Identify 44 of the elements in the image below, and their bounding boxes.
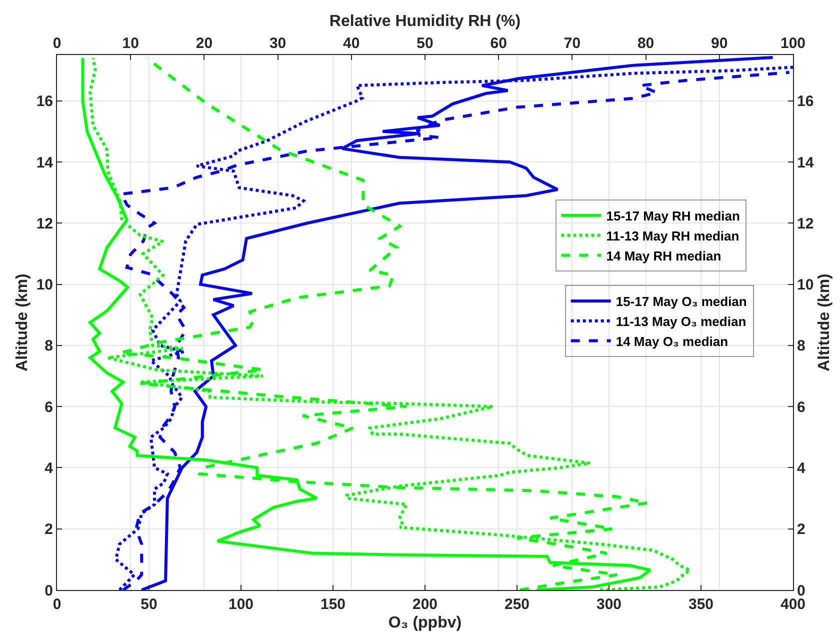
y-tick-label: 12 — [36, 215, 53, 232]
x2-tick-label: 40 — [343, 35, 360, 52]
x2-tick-label: 10 — [122, 35, 139, 52]
legend-label: 11-13 May O₃ median — [616, 314, 746, 329]
legend-label: 14 May RH median — [606, 248, 722, 264]
y-axis-title: Altitude (km) — [14, 274, 32, 372]
y-tick-label: 2 — [44, 521, 53, 538]
x2-tick-label: 100 — [780, 35, 806, 52]
y-tick-label: 14 — [36, 154, 54, 172]
y2-tick-label: 14 — [797, 154, 814, 172]
x-tick-label: 50 — [140, 596, 158, 613]
legend-label: 11-13 May RH median — [606, 228, 740, 244]
legend-label: 15-17 May O₃ median — [616, 294, 747, 310]
y2-tick-label: 6 — [797, 398, 806, 416]
x-tick-label: 100 — [228, 596, 254, 613]
y2-tick-label: 12 — [797, 215, 814, 232]
y-tick-label: 10 — [36, 276, 53, 294]
y2-tick-label: 8 — [797, 338, 806, 355]
y-tick-label: 4 — [44, 460, 54, 477]
y-tick-label: 6 — [44, 398, 53, 416]
x2-tick-label: 30 — [269, 35, 286, 52]
y2-axis-title: Altitude (km) — [816, 274, 834, 372]
y-tick-label: 0 — [44, 582, 53, 600]
x-tick-label: 250 — [504, 596, 530, 613]
y2-tick-label: 10 — [797, 276, 814, 294]
y2-tick-label: 4 — [797, 460, 806, 477]
x-tick-label: 200 — [412, 596, 438, 613]
x-tick-label: 150 — [320, 596, 346, 613]
y2-tick-label: 2 — [797, 521, 806, 538]
x2-tick-label: 50 — [416, 35, 434, 52]
x2-tick-label: 20 — [196, 35, 213, 52]
y2-tick-label: 16 — [797, 93, 814, 110]
y-tick-label: 16 — [36, 93, 53, 110]
x-axis-title: O₃ (ppbv) — [388, 614, 462, 632]
x2-tick-label: 90 — [711, 35, 728, 52]
legend-label: 15-17 May RH median — [606, 208, 740, 224]
x2-axis-title: Relative Humidity RH (%) — [329, 12, 521, 30]
x2-tick-label: 60 — [490, 35, 507, 52]
legend-label: 14 May O₃ median — [616, 334, 728, 349]
y-tick-label: 8 — [44, 338, 53, 355]
x-tick-label: 350 — [688, 596, 714, 613]
x2-tick-label: 80 — [637, 35, 654, 52]
x2-tick-label: 70 — [564, 35, 581, 52]
x-tick-label: 300 — [596, 596, 622, 613]
